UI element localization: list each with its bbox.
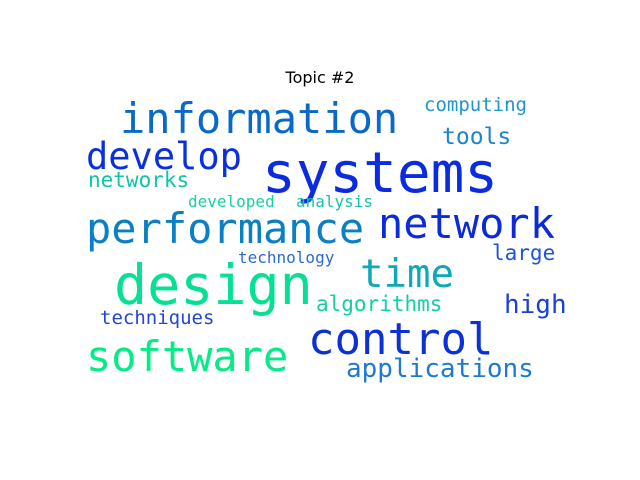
chart-title: Topic #2 [285, 68, 355, 87]
cloud-word-network: network [378, 199, 556, 248]
cloud-word-techniques: techniques [100, 307, 215, 329]
cloud-word-time: time [360, 252, 454, 297]
cloud-word-software: software [86, 332, 289, 381]
cloud-word-applications: applications [346, 354, 534, 384]
cloud-word-design: design [114, 253, 313, 317]
cloud-word-systems: systems [262, 141, 499, 206]
cloud-word-developed: developed [188, 192, 275, 211]
cloud-word-computing: computing [424, 94, 527, 116]
cloud-word-algorithms: algorithms [316, 292, 443, 316]
cloud-word-control: control [308, 314, 494, 365]
cloud-word-performance: performance [86, 204, 365, 253]
cloud-word-develop: develop [86, 135, 242, 178]
cloud-word-large: large [492, 241, 556, 265]
cloud-word-networks: networks [88, 168, 190, 192]
cloud-word-tools: tools [442, 124, 512, 150]
cloud-word-technology: technology [238, 248, 335, 267]
cloud-word-analysis: analysis [296, 192, 374, 211]
cloud-word-high: high [504, 290, 567, 320]
cloud-word-information: information [120, 94, 399, 143]
